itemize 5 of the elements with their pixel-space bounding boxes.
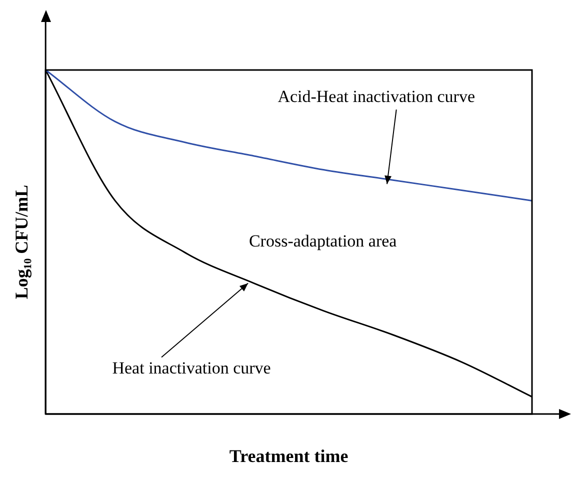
annotation: Cross-adaptation area <box>248 231 398 250</box>
annotation: Heat inactivation curve <box>112 358 271 378</box>
x-axis-title: Treatment time <box>229 446 348 466</box>
y-axis-title: Log₁₀ CFU/mL <box>11 184 32 300</box>
annotation: Acid-Heat inactivation curve <box>278 86 476 106</box>
